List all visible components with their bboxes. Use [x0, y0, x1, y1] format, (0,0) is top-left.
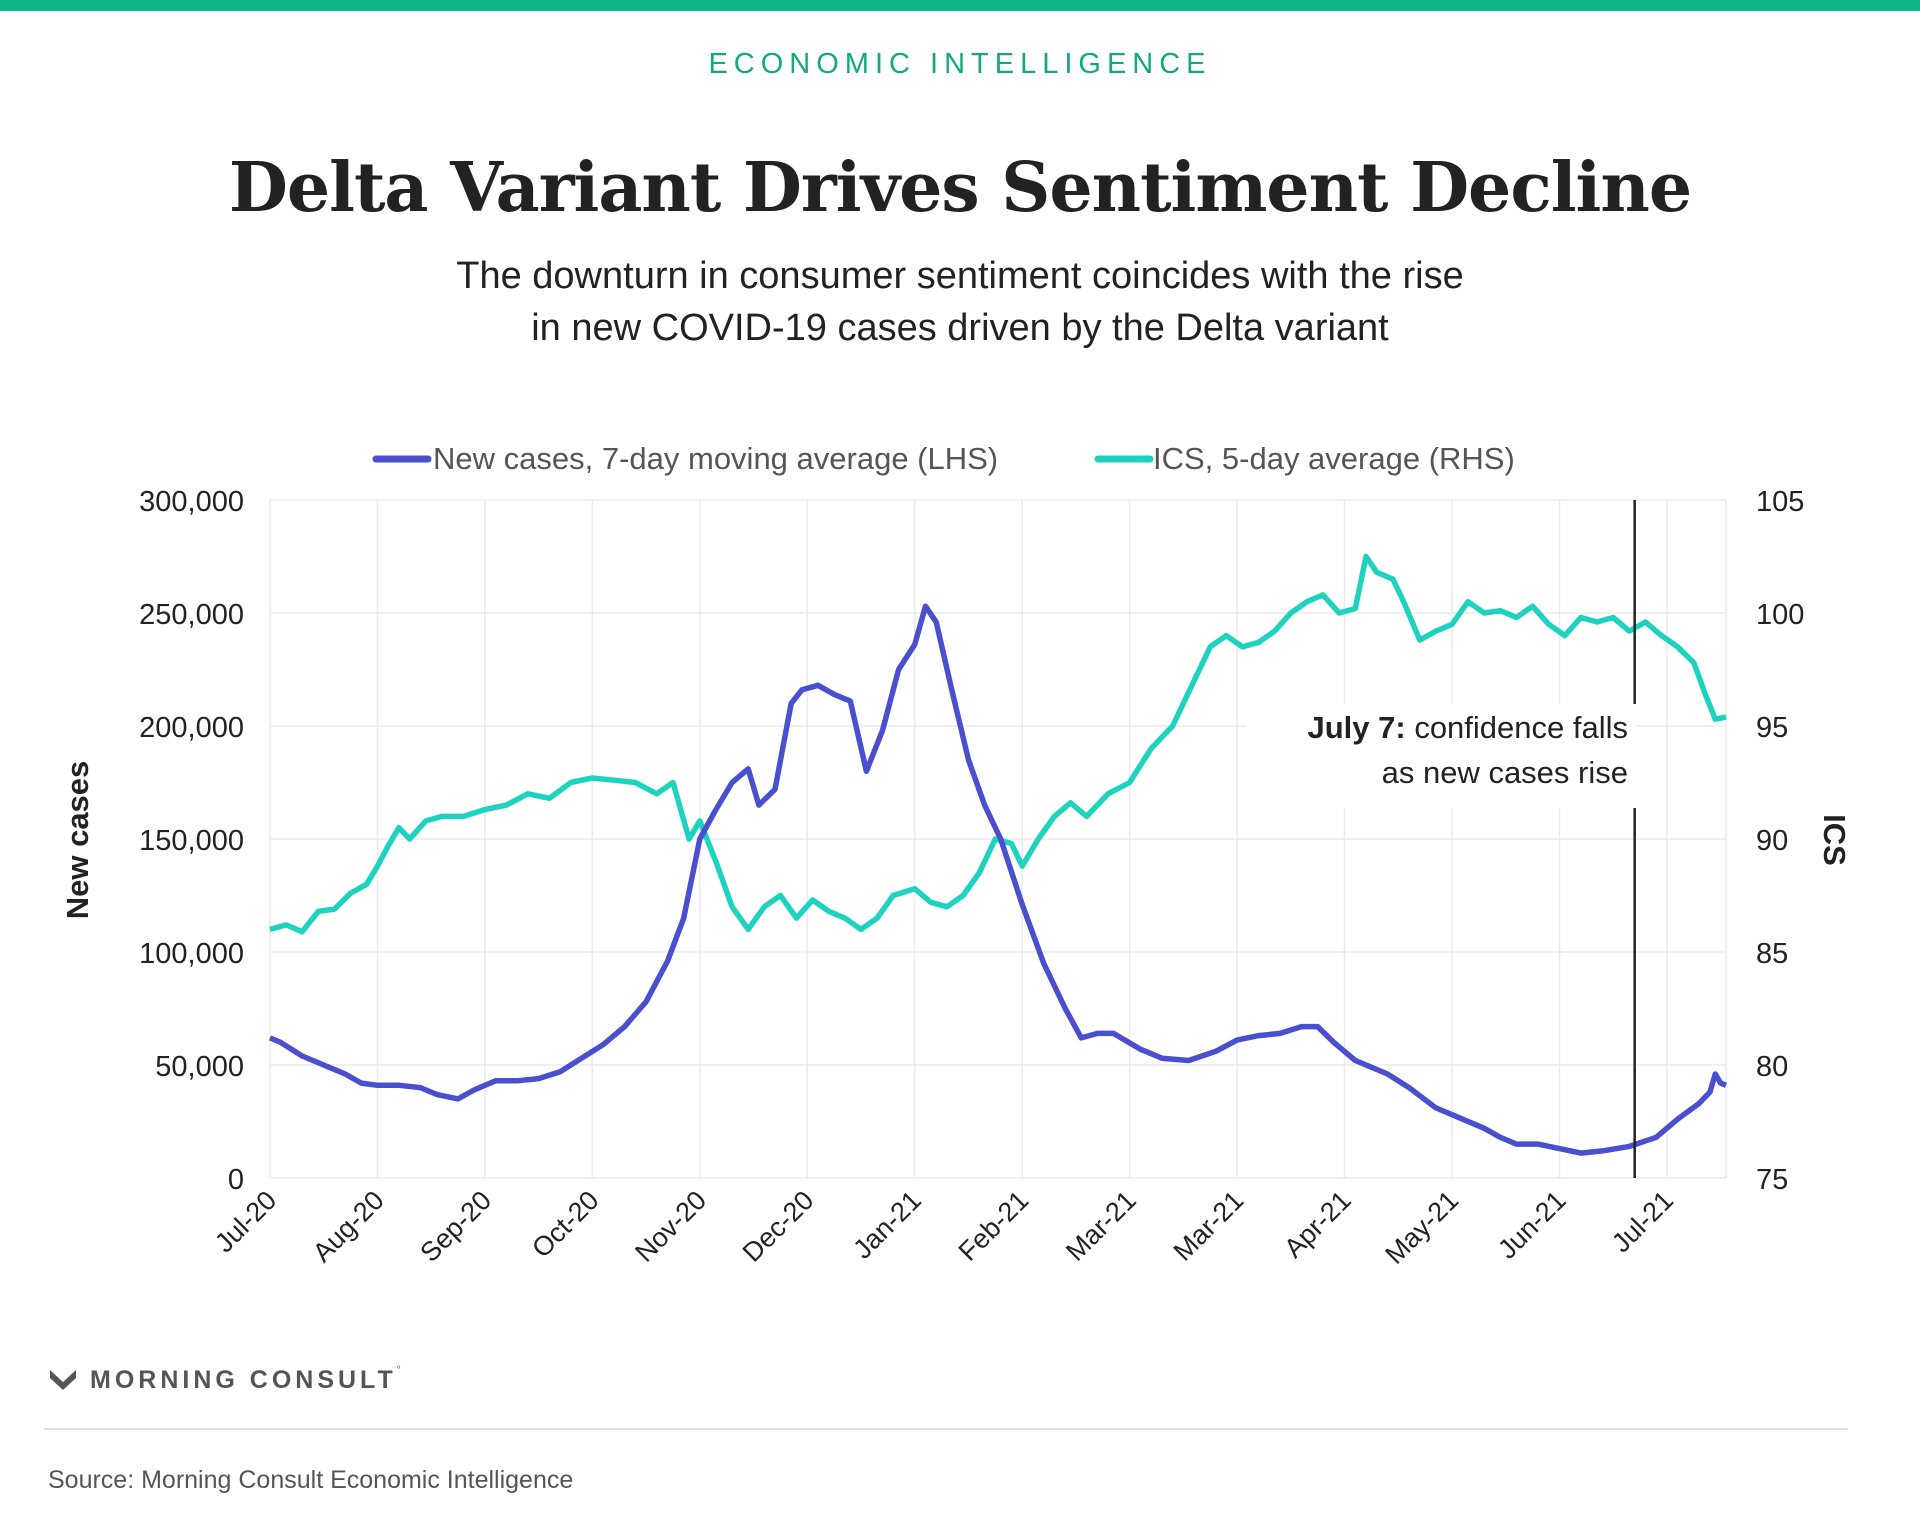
annotation: July 7: confidence falls as new cases ri… — [1246, 704, 1636, 808]
left-axis-ticks: 300,000 250,000 200,000 150,000 100,000 50,00… — [139, 486, 244, 1196]
footer-divider — [44, 1428, 1848, 1430]
x-tick-label: Dec-20 — [737, 1185, 820, 1268]
section-kicker: ECONOMIC INTELLIGENCE — [708, 48, 1212, 80]
x-tick-label: Nov-20 — [629, 1185, 712, 1268]
x-tick-label: Jul-21 — [1606, 1185, 1679, 1258]
annotation-line-1: July 7: confidence falls — [1307, 710, 1628, 745]
subtitle-line-1: The downturn in consumer sentiment coinc… — [456, 255, 1464, 297]
x-tick-label: Jun-21 — [1492, 1185, 1572, 1265]
right-tick-label: 95 — [1756, 712, 1788, 744]
annotation-text-1: confidence falls — [1414, 710, 1628, 745]
legend: New cases, 7-day moving average (LHS) IC… — [372, 441, 1515, 476]
chart-subtitle: The downturn in consumer sentiment coinc… — [0, 250, 1920, 354]
right-axis-title: ICS — [1817, 814, 1852, 866]
x-tick-label: Aug-20 — [307, 1185, 390, 1268]
legend-label-ics: ICS, 5-day average (RHS) — [1153, 441, 1515, 476]
x-tick-label: Mar-21 — [1168, 1185, 1250, 1267]
x-tick-label: Sep-20 — [414, 1185, 497, 1268]
right-tick-label: 80 — [1756, 1051, 1788, 1083]
subtitle-line-2: in new COVID-19 cases driven by the Delt… — [531, 307, 1389, 349]
top-accent-bar — [0, 0, 1920, 11]
left-tick-label: 150,000 — [139, 825, 244, 857]
left-tick-label: 250,000 — [139, 599, 244, 631]
annotation-space — [1406, 710, 1415, 745]
brand: MORNING CONSULT ° — [48, 1365, 401, 1395]
x-tick-label: Jan-21 — [847, 1185, 927, 1265]
right-tick-label: 85 — [1756, 938, 1788, 970]
series-line-ics — [269, 553, 1727, 935]
right-tick-label: 75 — [1756, 1164, 1788, 1196]
left-tick-label: 100,000 — [139, 938, 244, 970]
series-line-cases — [268, 603, 1728, 1156]
x-tick-label: Oct-20 — [526, 1185, 605, 1264]
annotation-background — [1246, 704, 1636, 808]
right-tick-label: 90 — [1756, 825, 1788, 857]
right-tick-label: 105 — [1756, 486, 1804, 518]
x-tick-label: Mar-21 — [1060, 1185, 1142, 1267]
left-tick-label: 300,000 — [139, 486, 244, 518]
legend-label-cases: New cases, 7-day moving average (LHS) — [433, 441, 998, 476]
x-tick-label: May-21 — [1379, 1185, 1464, 1270]
chart-title: Delta Variant Drives Sentiment Decline — [228, 148, 1692, 228]
M-logo-icon — [50, 1369, 76, 1390]
source-note: Source: Morning Consult Economic Intelli… — [48, 1466, 574, 1494]
brand-trademark: ° — [396, 1365, 401, 1376]
left-tick-label: 50,000 — [155, 1051, 244, 1083]
dual-axis-line-chart: New cases, 7-day moving average (LHS) IC… — [60, 441, 1852, 1270]
left-tick-label: 0 — [228, 1164, 244, 1196]
right-tick-label: 100 — [1756, 599, 1804, 631]
left-tick-label: 200,000 — [139, 712, 244, 744]
annotation-bold: July 7: — [1307, 710, 1405, 745]
annotation-line-2: as new cases rise — [1382, 755, 1628, 790]
grid — [269, 499, 1727, 1179]
right-axis-ticks: 105 100 95 90 85 80 75 — [1756, 486, 1804, 1196]
brand-name: MORNING CONSULT — [90, 1366, 397, 1394]
x-axis-ticks: Jul-20 Aug-20 Sep-20 Oct-20 Nov-20 Dec-20 Jan-… — [209, 1185, 1679, 1270]
x-tick-label: Jul-20 — [209, 1185, 282, 1258]
x-tick-label: Feb-21 — [953, 1185, 1035, 1267]
x-tick-label: Apr-21 — [1278, 1185, 1357, 1264]
left-axis-title: New cases — [60, 761, 95, 920]
